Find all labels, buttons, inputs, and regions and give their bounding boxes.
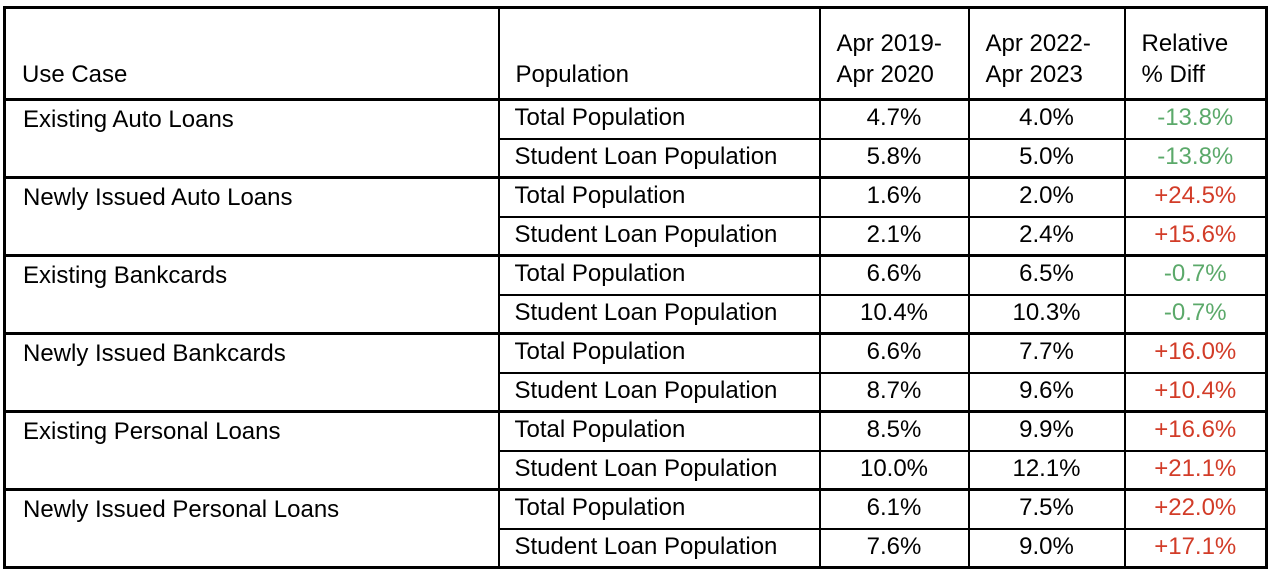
period1-value-cell: 6.1% xyxy=(818,488,970,530)
header-population: Population xyxy=(497,6,821,101)
period1-value-cell: 6.6% xyxy=(818,332,970,374)
use-case-cell: Newly Issued Auto Loans xyxy=(3,176,500,257)
table-row: Student Loan Population 8.7% 9.6% +10.4% xyxy=(5,371,1268,413)
table-row: Existing Auto Loans Total Population 4.7% 4… xyxy=(3,98,1268,179)
relative-diff-cell: +10.4% xyxy=(1123,371,1268,413)
header-relative-diff: Relative % Diff xyxy=(1123,6,1268,101)
population-cell: Total Population xyxy=(497,332,821,374)
table-body: Existing Auto Loans Total Population 4.7% 4… xyxy=(3,98,1268,569)
relative-diff-cell: +21.1% xyxy=(1123,449,1268,491)
period2-value-cell: 4.0% xyxy=(967,98,1126,140)
period2-value-cell: 9.9% xyxy=(967,410,1126,452)
use-case-cell: Newly Issued Personal Loans xyxy=(3,488,500,569)
period2-value-cell: 2.0% xyxy=(967,176,1126,218)
table-row: Newly Issued Personal Loans Total Populat… xyxy=(3,488,1268,569)
use-case-cell: Existing Auto Loans xyxy=(3,98,500,179)
population-cell: Student Loan Population xyxy=(497,371,821,413)
period2-value-cell: 9.0% xyxy=(967,527,1126,569)
relative-diff-cell: +16.6% xyxy=(1123,410,1268,452)
period1-value-cell: 7.6% xyxy=(818,527,970,569)
relative-diff-cell: +15.6% xyxy=(1123,215,1268,257)
population-cell: Student Loan Population xyxy=(497,293,821,335)
population-cell: Student Loan Population xyxy=(497,449,821,491)
use-case-cell: Newly Issued Bankcards xyxy=(3,332,500,413)
population-cell: Total Population xyxy=(497,176,821,218)
period1-value-cell: 4.7% xyxy=(818,98,970,140)
period1-value-cell: 8.7% xyxy=(818,371,970,413)
period2-value-cell: 7.7% xyxy=(967,332,1126,374)
period2-value-cell: 10.3% xyxy=(967,293,1126,335)
use-case-cell: Existing Personal Loans xyxy=(3,410,500,491)
period1-value-cell: 6.6% xyxy=(818,254,970,296)
table-row: Existing Personal Loans Total Population 8… xyxy=(3,410,1268,491)
period2-value-cell: 5.0% xyxy=(967,137,1126,179)
header-period-2022-2023: Apr 2022- Apr 2023 xyxy=(967,6,1126,101)
period2-value-cell: 9.6% xyxy=(967,371,1126,413)
relative-diff-cell: +24.5% xyxy=(1123,176,1268,218)
population-cell: Total Population xyxy=(497,488,821,530)
period2-value-cell: 12.1% xyxy=(967,449,1126,491)
relative-diff-cell: -13.8% xyxy=(1123,137,1268,179)
table-row: Student Loan Population 5.8% 5.0% -13.8% xyxy=(5,137,1268,179)
population-cell: Total Population xyxy=(497,254,821,296)
relative-diff-cell: +16.0% xyxy=(1123,332,1268,374)
header-period-2019-2020: Apr 2019- Apr 2020 xyxy=(818,6,970,101)
relative-diff-cell: -13.8% xyxy=(1123,98,1268,140)
relative-diff-cell: +22.0% xyxy=(1123,488,1268,530)
header-use-case: Use Case xyxy=(3,6,500,101)
population-cell: Total Population xyxy=(497,410,821,452)
period1-value-cell: 10.4% xyxy=(818,293,970,335)
period1-value-cell: 2.1% xyxy=(818,215,970,257)
table-row: Student Loan Population 10.4% 10.3% -0.7% xyxy=(5,293,1268,335)
relative-diff-cell: +17.1% xyxy=(1123,527,1268,569)
population-cell: Student Loan Population xyxy=(497,137,821,179)
period1-value-cell: 8.5% xyxy=(818,410,970,452)
header-row: Use Case Population Apr 2019- Apr 2020 A… xyxy=(3,6,1268,101)
table-row: Student Loan Population 7.6% 9.0% +17.1% xyxy=(5,527,1268,569)
population-cell: Student Loan Population xyxy=(497,215,821,257)
table-row: Existing Bankcards Total Population 6.6% 6.… xyxy=(3,254,1268,335)
table-row: Newly Issued Auto Loans Total Population 1… xyxy=(3,176,1268,257)
period1-value-cell: 5.8% xyxy=(818,137,970,179)
use-case-cell: Existing Bankcards xyxy=(3,254,500,335)
period1-value-cell: 1.6% xyxy=(818,176,970,218)
period1-value-cell: 10.0% xyxy=(818,449,970,491)
population-cell: Total Population xyxy=(497,98,821,140)
table-row: Newly Issued Bankcards Total Population 6.… xyxy=(3,332,1268,413)
relative-diff-cell: -0.7% xyxy=(1123,293,1268,335)
relative-diff-cell: -0.7% xyxy=(1123,254,1268,296)
table-row: Student Loan Population 10.0% 12.1% +21.1% xyxy=(5,449,1268,491)
population-cell: Student Loan Population xyxy=(497,527,821,569)
period2-value-cell: 6.5% xyxy=(967,254,1126,296)
loan-delinquency-table: Use Case Population Apr 2019- Apr 2020 A… xyxy=(3,6,1268,569)
period2-value-cell: 2.4% xyxy=(967,215,1126,257)
period2-value-cell: 7.5% xyxy=(967,488,1126,530)
table-row: Student Loan Population 2.1% 2.4% +15.6% xyxy=(5,215,1268,257)
